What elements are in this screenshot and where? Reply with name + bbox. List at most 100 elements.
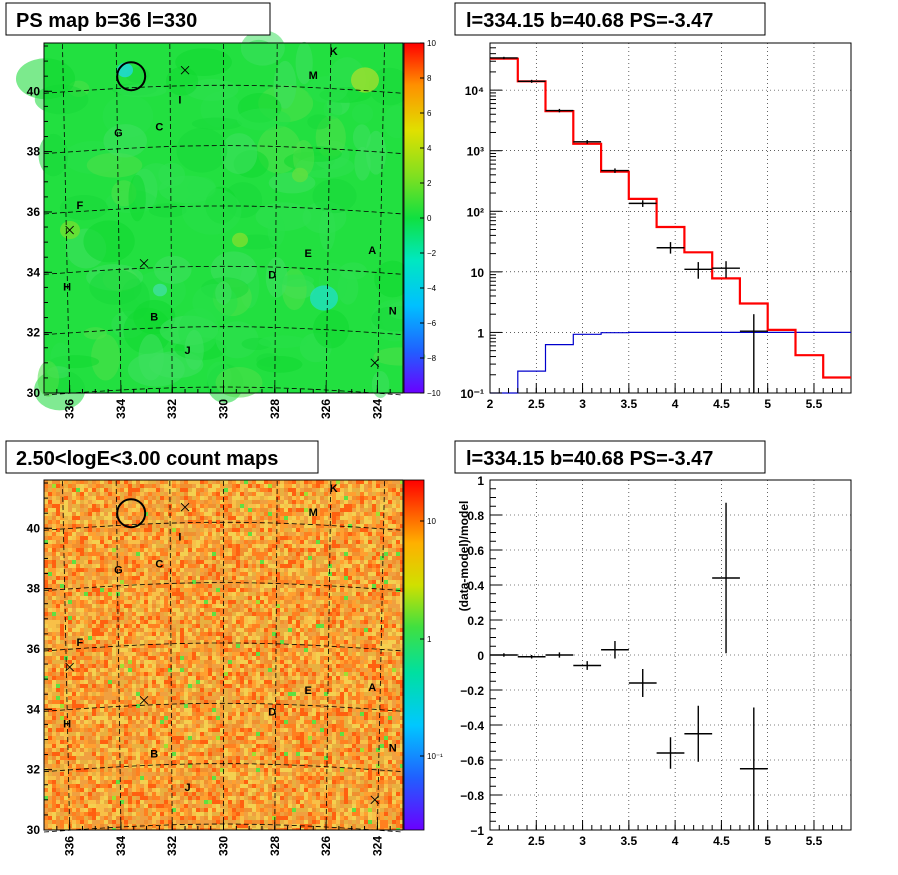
count-map-pixel (160, 512, 164, 516)
count-map-pixel (48, 592, 52, 596)
count-map-pixel (376, 528, 380, 532)
count-map-pixel (372, 684, 376, 688)
count-map-pixel (148, 496, 152, 500)
count-map-pixel (300, 668, 304, 672)
count-map-pixel (380, 508, 384, 512)
count-map-pixel (88, 508, 92, 512)
count-map-pixel (112, 552, 116, 556)
count-map-pixel (260, 604, 264, 608)
count-map-pixel (60, 592, 64, 596)
count-map-pixel (396, 636, 400, 640)
count-map-pixel (336, 672, 340, 676)
count-map-pixel (92, 496, 96, 500)
count-map-pixel (244, 676, 248, 680)
count-map-pixel (56, 580, 60, 584)
count-map-pixel (56, 576, 60, 580)
count-map-pixel (236, 624, 240, 628)
count-map-pixel (216, 556, 220, 560)
count-map-pixel (384, 600, 388, 604)
count-map-pixel (340, 520, 344, 524)
count-map-pixel (48, 508, 52, 512)
count-map-pixel (324, 628, 328, 632)
count-map-pixel (216, 648, 220, 652)
count-map-pixel (156, 504, 160, 508)
count-map-pixel (104, 664, 108, 668)
count-map-pixel (312, 656, 316, 660)
count-map-pixel (336, 568, 340, 572)
count-map-pixel (88, 528, 92, 532)
count-map-pixel (84, 644, 88, 648)
count-map-pixel (64, 612, 68, 616)
count-map-pixel (112, 556, 116, 560)
count-map-pixel (144, 584, 148, 588)
count-map-pixel (236, 496, 240, 500)
count-map-pixel (88, 688, 92, 692)
count-map-pixel (368, 564, 372, 568)
count-map-pixel (276, 652, 280, 656)
count-map-pixel (140, 624, 144, 628)
count-map-pixel (392, 600, 396, 604)
count-map-pixel (200, 520, 204, 524)
count-map-pixel (356, 548, 360, 552)
count-map-pixel (172, 640, 176, 644)
count-map-pixel (384, 500, 388, 504)
count-map-pixel (200, 604, 204, 608)
count-map-pixel (344, 504, 348, 508)
count-map-pixel (204, 688, 208, 692)
count-map-pixel (216, 504, 220, 508)
count-map-pixel (124, 588, 128, 592)
count-map-pixel (268, 636, 272, 640)
count-map-pixel (204, 640, 208, 644)
count-map-pixel (56, 600, 60, 604)
count-map-pixel (400, 680, 403, 684)
count-map-pixel (276, 628, 280, 632)
count-map-pixel (308, 536, 312, 540)
count-map-pixel (284, 652, 288, 656)
count-map-pixel (284, 612, 288, 616)
count-map-pixel (68, 532, 72, 536)
count-map-pixel (204, 684, 208, 688)
count-map-pixel (360, 656, 364, 660)
count-map-pixel (392, 648, 396, 652)
count-map-pixel (260, 520, 264, 524)
count-map-pixel (60, 652, 64, 656)
count-map-pixel (208, 500, 212, 504)
count-map-pixel (300, 548, 304, 552)
count-map-pixel (200, 508, 204, 512)
count-map-pixel (308, 504, 312, 508)
count-map-pixel (324, 524, 328, 528)
count-map-pixel (388, 540, 392, 544)
count-map-pixel (392, 584, 396, 588)
count-map-pixel (280, 576, 284, 580)
count-map-pixel (72, 648, 76, 652)
count-map-pixel (184, 612, 188, 616)
count-map-pixel (152, 564, 156, 568)
count-map-pixel (104, 636, 108, 640)
count-map-pixel (228, 540, 232, 544)
count-map-pixel (288, 524, 292, 528)
count-map-pixel (180, 528, 184, 532)
count-map-pixel (328, 588, 332, 592)
count-map-pixel (236, 556, 240, 560)
count-map-pixel (260, 676, 264, 680)
count-map-pixel (176, 580, 180, 584)
count-map-pixel (332, 608, 336, 612)
count-map-pixel (64, 588, 68, 592)
count-map-pixel (116, 576, 120, 580)
count-map-pixel (48, 616, 52, 620)
count-map-pixel (164, 680, 168, 684)
count-map-pixel (176, 500, 180, 504)
count-map-pixel (200, 600, 204, 604)
count-map-pixel (252, 644, 256, 648)
ps-map-colorbar-label: −4 (427, 284, 437, 293)
count-map-pixel (72, 520, 76, 524)
count-map-pixel (340, 652, 344, 656)
count-map-pixel (256, 636, 260, 640)
count-map-pixel (352, 484, 356, 488)
count-map-pixel (256, 672, 260, 676)
count-map-pixel (244, 664, 248, 668)
count-map-pixel (368, 652, 372, 656)
count-map-pixel (272, 532, 276, 536)
count-map-pixel (192, 504, 196, 508)
count-map-pixel (284, 516, 288, 520)
